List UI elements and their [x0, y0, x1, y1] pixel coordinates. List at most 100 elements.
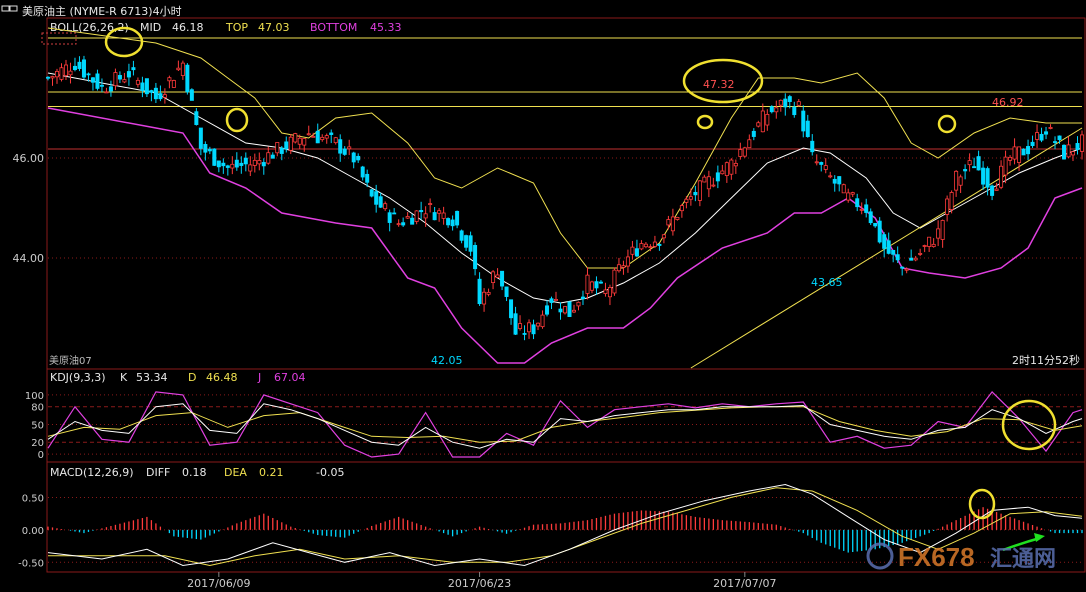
candle-body: [239, 162, 244, 166]
candle-body: [711, 184, 716, 187]
kdj-d-label: D: [188, 371, 196, 384]
candle-body: [549, 298, 554, 303]
candle-body: [189, 89, 194, 101]
kdj-name: KDJ(9,3,3): [50, 371, 106, 384]
candle-body: [621, 265, 626, 268]
circle-marker: [225, 107, 249, 133]
annotation-low-42-05: 42.05: [431, 354, 463, 367]
candle-body: [482, 291, 487, 305]
candle-body: [972, 166, 977, 169]
candle-body: [832, 178, 837, 184]
price-axis: 44.00 46.00: [13, 152, 1082, 265]
circle-marker: [937, 114, 957, 134]
candle-body: [1012, 146, 1017, 160]
candle-body: [509, 299, 514, 319]
candle-body: [446, 218, 451, 226]
candle-body: [54, 71, 59, 78]
kdj-d-line: [47, 406, 1083, 443]
candle-body: [886, 240, 891, 254]
candle-body: [661, 234, 666, 239]
candle-body: [468, 235, 473, 252]
macd-legend: MACD(12,26,9) DIFF 0.18 DEA 0.21 -0.05: [50, 466, 344, 479]
candle-body: [958, 176, 963, 186]
candle-body: [536, 322, 541, 327]
candle-body: [338, 139, 343, 154]
candle-body: [455, 210, 460, 226]
candle-body: [927, 236, 932, 247]
candle-body: [513, 313, 518, 335]
date-tick-label: 2017/06/23: [448, 577, 511, 590]
macd-panel-frame: [46, 461, 1086, 573]
circle-marker: [968, 488, 996, 520]
price-grid: [48, 37, 1082, 150]
candle-body: [625, 256, 630, 267]
candle-body: [859, 208, 864, 211]
candle-body: [1044, 131, 1049, 135]
logo-brand: FX678: [898, 542, 975, 572]
candle-body: [882, 234, 887, 249]
candle-body: [464, 235, 469, 248]
candle-body: [783, 98, 788, 108]
candle-body: [756, 122, 761, 127]
candle-body: [778, 99, 783, 106]
macd-diff-value: 0.18: [182, 466, 207, 479]
kdj-j-label: J: [257, 371, 261, 384]
candle-body: [1039, 133, 1044, 141]
candle-body: [729, 159, 734, 175]
candle-body: [333, 137, 338, 144]
candle-body: [86, 73, 91, 76]
candle-body: [810, 140, 815, 153]
candle-body: [351, 152, 356, 163]
window-icon[interactable]: [1, 5, 18, 12]
kdj-k-value: 53.34: [136, 371, 168, 384]
candle-body: [374, 191, 379, 205]
candle-body: [122, 79, 127, 83]
kdj-tick-label: 80: [31, 403, 44, 414]
kdj-j-value: 67.04: [274, 371, 306, 384]
candle-body: [104, 91, 109, 94]
macd-dea-value: 0.21: [259, 466, 284, 479]
candle-body: [670, 216, 675, 232]
candle-body: [563, 306, 568, 314]
candle-body: [855, 198, 860, 208]
macd-tick-label: 0.50: [22, 493, 44, 504]
candle-body: [234, 159, 239, 168]
circle-marker: [1001, 399, 1057, 451]
candle-body: [702, 176, 707, 183]
candle-body: [558, 308, 563, 313]
candle-body: [50, 76, 55, 79]
candle-body: [419, 210, 424, 213]
candle-body: [198, 127, 203, 149]
candle-body: [945, 198, 950, 215]
candle-body: [306, 133, 311, 136]
macd-dea-line: [48, 487, 1083, 567]
macd-value: -0.05: [316, 466, 344, 479]
candle-body: [432, 212, 437, 221]
candle-body: [949, 192, 954, 210]
macd-tick-label: -0.50: [18, 558, 44, 569]
candle-body: [144, 78, 149, 95]
candle-body: [801, 110, 806, 132]
candle-body: [194, 111, 199, 125]
candle-body: [459, 230, 464, 241]
candle-body: [410, 217, 415, 225]
candle-body: [715, 172, 720, 182]
candle-body: [760, 110, 765, 133]
candles: [46, 55, 1085, 341]
candle-body: [270, 154, 275, 159]
candle-body: [630, 246, 635, 255]
candle-body: [203, 144, 208, 153]
candle-body: [414, 210, 419, 222]
candle-body: [774, 107, 779, 113]
candle-body: [585, 274, 590, 294]
boll-legend: BOLL(26,26,2) MID 46.18 TOP 47.03 BOTTOM…: [50, 21, 402, 34]
candle-body: [990, 185, 995, 196]
candle-body: [302, 138, 307, 146]
bottom-label: BOTTOM: [310, 21, 357, 34]
candle-body: [576, 301, 581, 307]
candle-body: [868, 211, 873, 224]
candle-body: [1021, 148, 1026, 156]
candle-body: [554, 299, 559, 301]
candle-body: [396, 223, 401, 226]
candle-body: [846, 192, 851, 201]
